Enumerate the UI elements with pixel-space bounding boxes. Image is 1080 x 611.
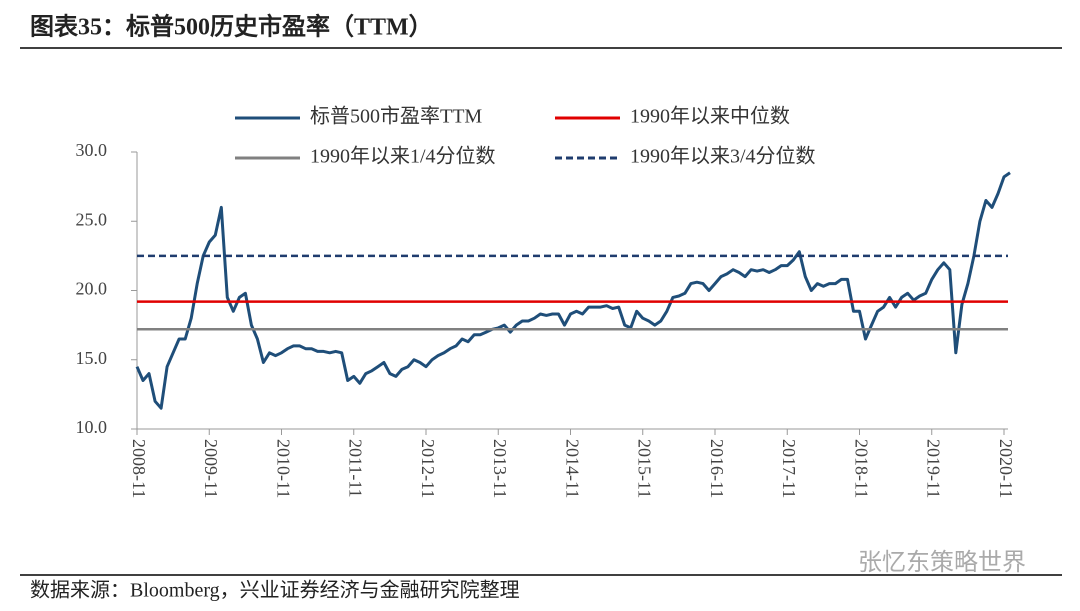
x-tick-label: 2013-11 bbox=[490, 439, 510, 498]
y-tick-label: 20.0 bbox=[76, 279, 108, 299]
x-tick-label: 2008-11 bbox=[129, 439, 149, 498]
legend-label: 1990年以来中位数 bbox=[630, 105, 790, 128]
legend-label: 1990年以来3/4分位数 bbox=[630, 145, 816, 168]
x-tick-label: 2009-11 bbox=[201, 439, 221, 498]
source: 数据来源：Bloomberg，兴业证券经济与金融研究院整理 bbox=[30, 579, 520, 602]
y-tick-label: 10.0 bbox=[76, 417, 108, 437]
y-tick-label: 15.0 bbox=[76, 348, 108, 368]
y-tick-label: 25.0 bbox=[76, 209, 108, 229]
x-tick-label: 2017-11 bbox=[779, 439, 799, 498]
x-tick-label: 2019-11 bbox=[924, 439, 944, 498]
x-tick-label: 2018-11 bbox=[851, 439, 871, 498]
y-tick-label: 30.0 bbox=[76, 140, 108, 160]
x-tick-label: 2011-11 bbox=[346, 439, 366, 498]
x-tick-label: 2016-11 bbox=[707, 439, 727, 498]
x-tick-label: 2012-11 bbox=[418, 439, 438, 498]
legend-label: 标普500市盈率TTM bbox=[310, 105, 482, 128]
x-tick-label: 2014-11 bbox=[562, 439, 582, 498]
x-tick-label: 2010-11 bbox=[273, 439, 293, 498]
x-tick-label: 2020-11 bbox=[996, 439, 1016, 498]
series-line bbox=[135, 171, 1011, 410]
chart-title: 图表35：标普500历史市盈率（TTM） bbox=[30, 13, 433, 41]
x-tick-label: 2015-11 bbox=[635, 439, 655, 498]
legend-label: 1990年以来1/4分位数 bbox=[310, 145, 496, 168]
watermark: 张忆东策略世界 bbox=[858, 548, 1026, 576]
